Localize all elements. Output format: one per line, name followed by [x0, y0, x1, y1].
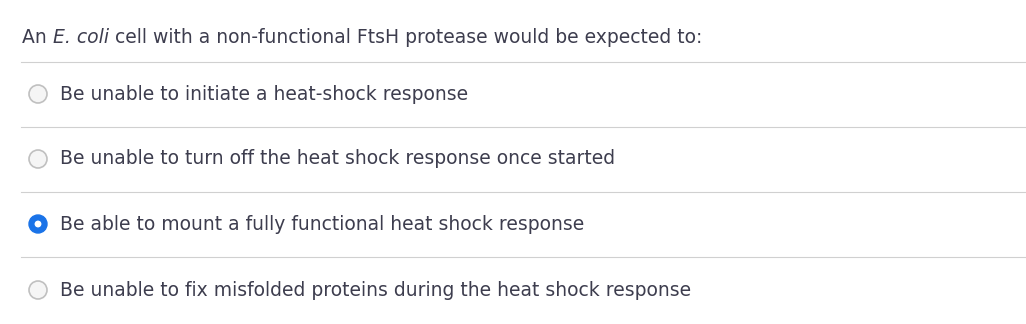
- Text: Be unable to turn off the heat shock response once started: Be unable to turn off the heat shock res…: [60, 149, 616, 168]
- Text: cell with a non-functional FtsH protease would be expected to:: cell with a non-functional FtsH protease…: [109, 28, 702, 47]
- Text: Be able to mount a fully functional heat shock response: Be able to mount a fully functional heat…: [60, 214, 584, 234]
- Circle shape: [29, 150, 47, 168]
- Text: An: An: [22, 28, 52, 47]
- Text: Be unable to fix misfolded proteins during the heat shock response: Be unable to fix misfolded proteins duri…: [60, 281, 692, 299]
- Circle shape: [29, 215, 47, 233]
- Text: Be unable to initiate a heat-shock response: Be unable to initiate a heat-shock respo…: [60, 85, 468, 103]
- Circle shape: [35, 221, 41, 227]
- Circle shape: [29, 281, 47, 299]
- Circle shape: [29, 85, 47, 103]
- Text: E. coli: E. coli: [52, 28, 109, 47]
